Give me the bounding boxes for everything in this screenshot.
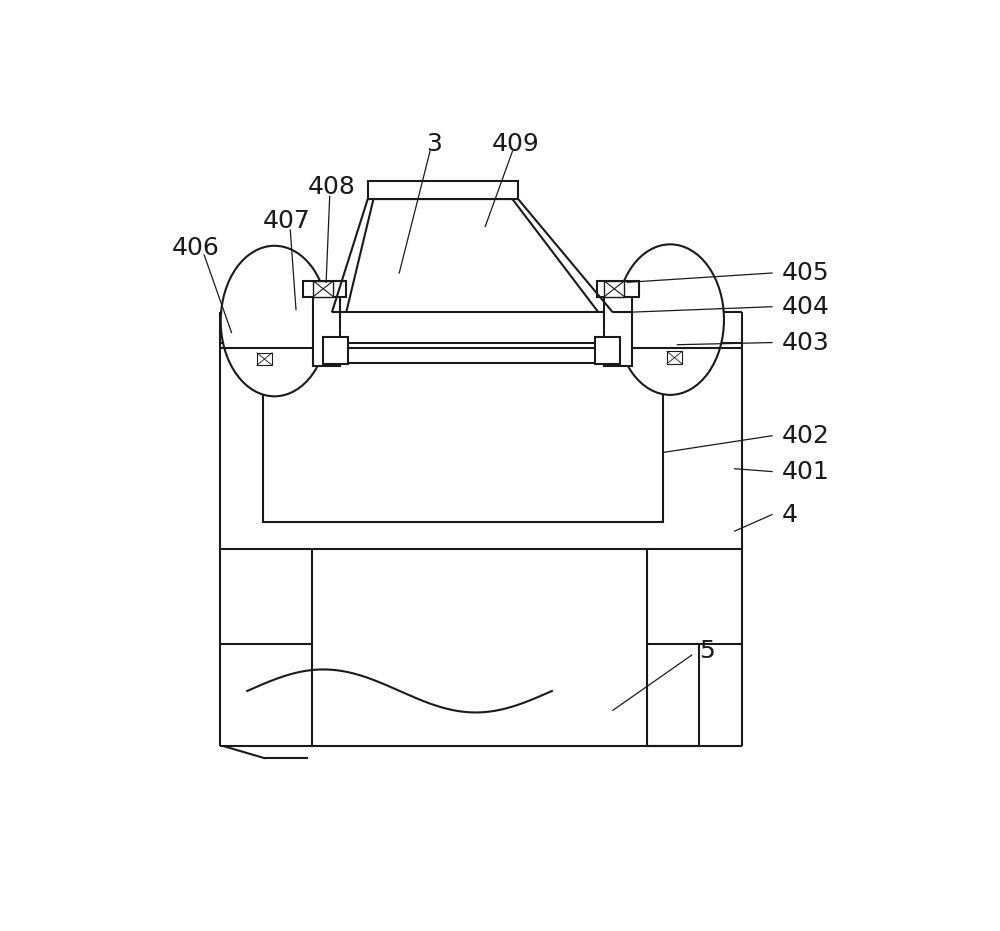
Bar [303, 281, 346, 297]
Text: 408: 408 [308, 175, 356, 199]
Text: 404: 404 [781, 295, 829, 318]
Bar [667, 351, 682, 364]
Text: 5: 5 [699, 639, 715, 663]
Bar [257, 353, 272, 366]
Bar [604, 281, 624, 297]
Bar [323, 337, 348, 364]
Ellipse shape [616, 244, 724, 395]
Bar [597, 281, 639, 297]
Text: 4: 4 [781, 503, 797, 527]
Text: 402: 402 [781, 424, 829, 448]
Bar [313, 281, 333, 297]
Text: 403: 403 [781, 331, 829, 355]
Text: 405: 405 [781, 261, 829, 285]
Text: 409: 409 [492, 132, 540, 156]
Bar [220, 343, 742, 549]
Bar [604, 286, 632, 366]
Text: 401: 401 [781, 460, 829, 483]
Bar [313, 286, 340, 366]
Text: 406: 406 [172, 236, 220, 260]
Ellipse shape [221, 246, 328, 397]
Bar [595, 337, 620, 364]
Bar [263, 363, 663, 521]
Bar [368, 181, 518, 199]
Text: 407: 407 [263, 209, 311, 233]
Text: 3: 3 [426, 132, 442, 156]
